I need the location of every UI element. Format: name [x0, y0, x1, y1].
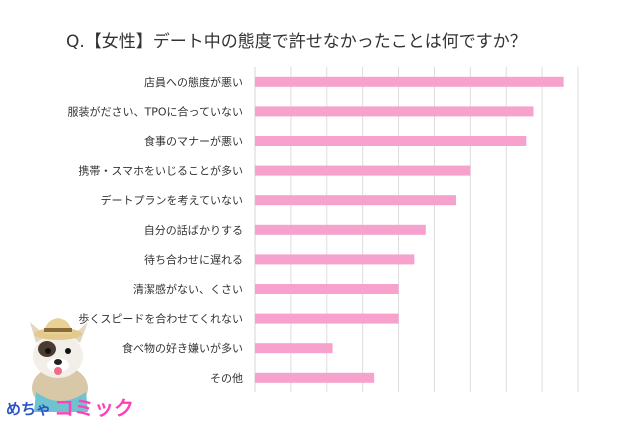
bar: [255, 106, 534, 117]
category-label: 携帯・スマホをいじることが多い: [78, 164, 243, 178]
logo-text-a: めちゃ: [6, 400, 51, 418]
bar: [255, 224, 426, 235]
bar: [255, 165, 471, 176]
bar: [255, 254, 415, 265]
bar: [255, 136, 527, 146]
bar: [255, 372, 375, 383]
bar: [255, 195, 456, 206]
category-label: 歩くスピードを合わせてくれない: [78, 312, 243, 326]
bar: [255, 284, 399, 294]
bar: [255, 313, 399, 324]
category-label: 清潔感がない、くさい: [133, 282, 243, 296]
logo-text-b: コミック: [54, 396, 134, 420]
category-label: その他: [210, 372, 243, 385]
mechacomic-logo: めちゃ コミック: [6, 396, 134, 420]
bars: [255, 76, 564, 383]
category-label: 店員への態度が悪い: [144, 75, 243, 89]
french-bulldog-mascot-icon: [30, 318, 88, 412]
category-label: 食事のマナーが悪い: [144, 134, 243, 148]
category-labels: 店員への態度が悪い服装がださい、TPOに合っていない食事のマナーが悪い携帯・スマ…: [68, 75, 243, 385]
category-label: 服装がださい、TPOに合っていない: [68, 104, 243, 118]
chart-title: Q.【女性】デート中の態度で許せなかったことは何ですか？: [66, 31, 527, 52]
bar: [255, 343, 333, 354]
category-label: 自分の話ばかりする: [144, 223, 243, 237]
bar: [255, 76, 564, 87]
category-label: デートプランを考えていない: [101, 193, 243, 207]
category-label: 待ち合わせに遅れる: [144, 252, 243, 266]
category-label: 食べ物の好き嫌いが多い: [122, 341, 243, 355]
